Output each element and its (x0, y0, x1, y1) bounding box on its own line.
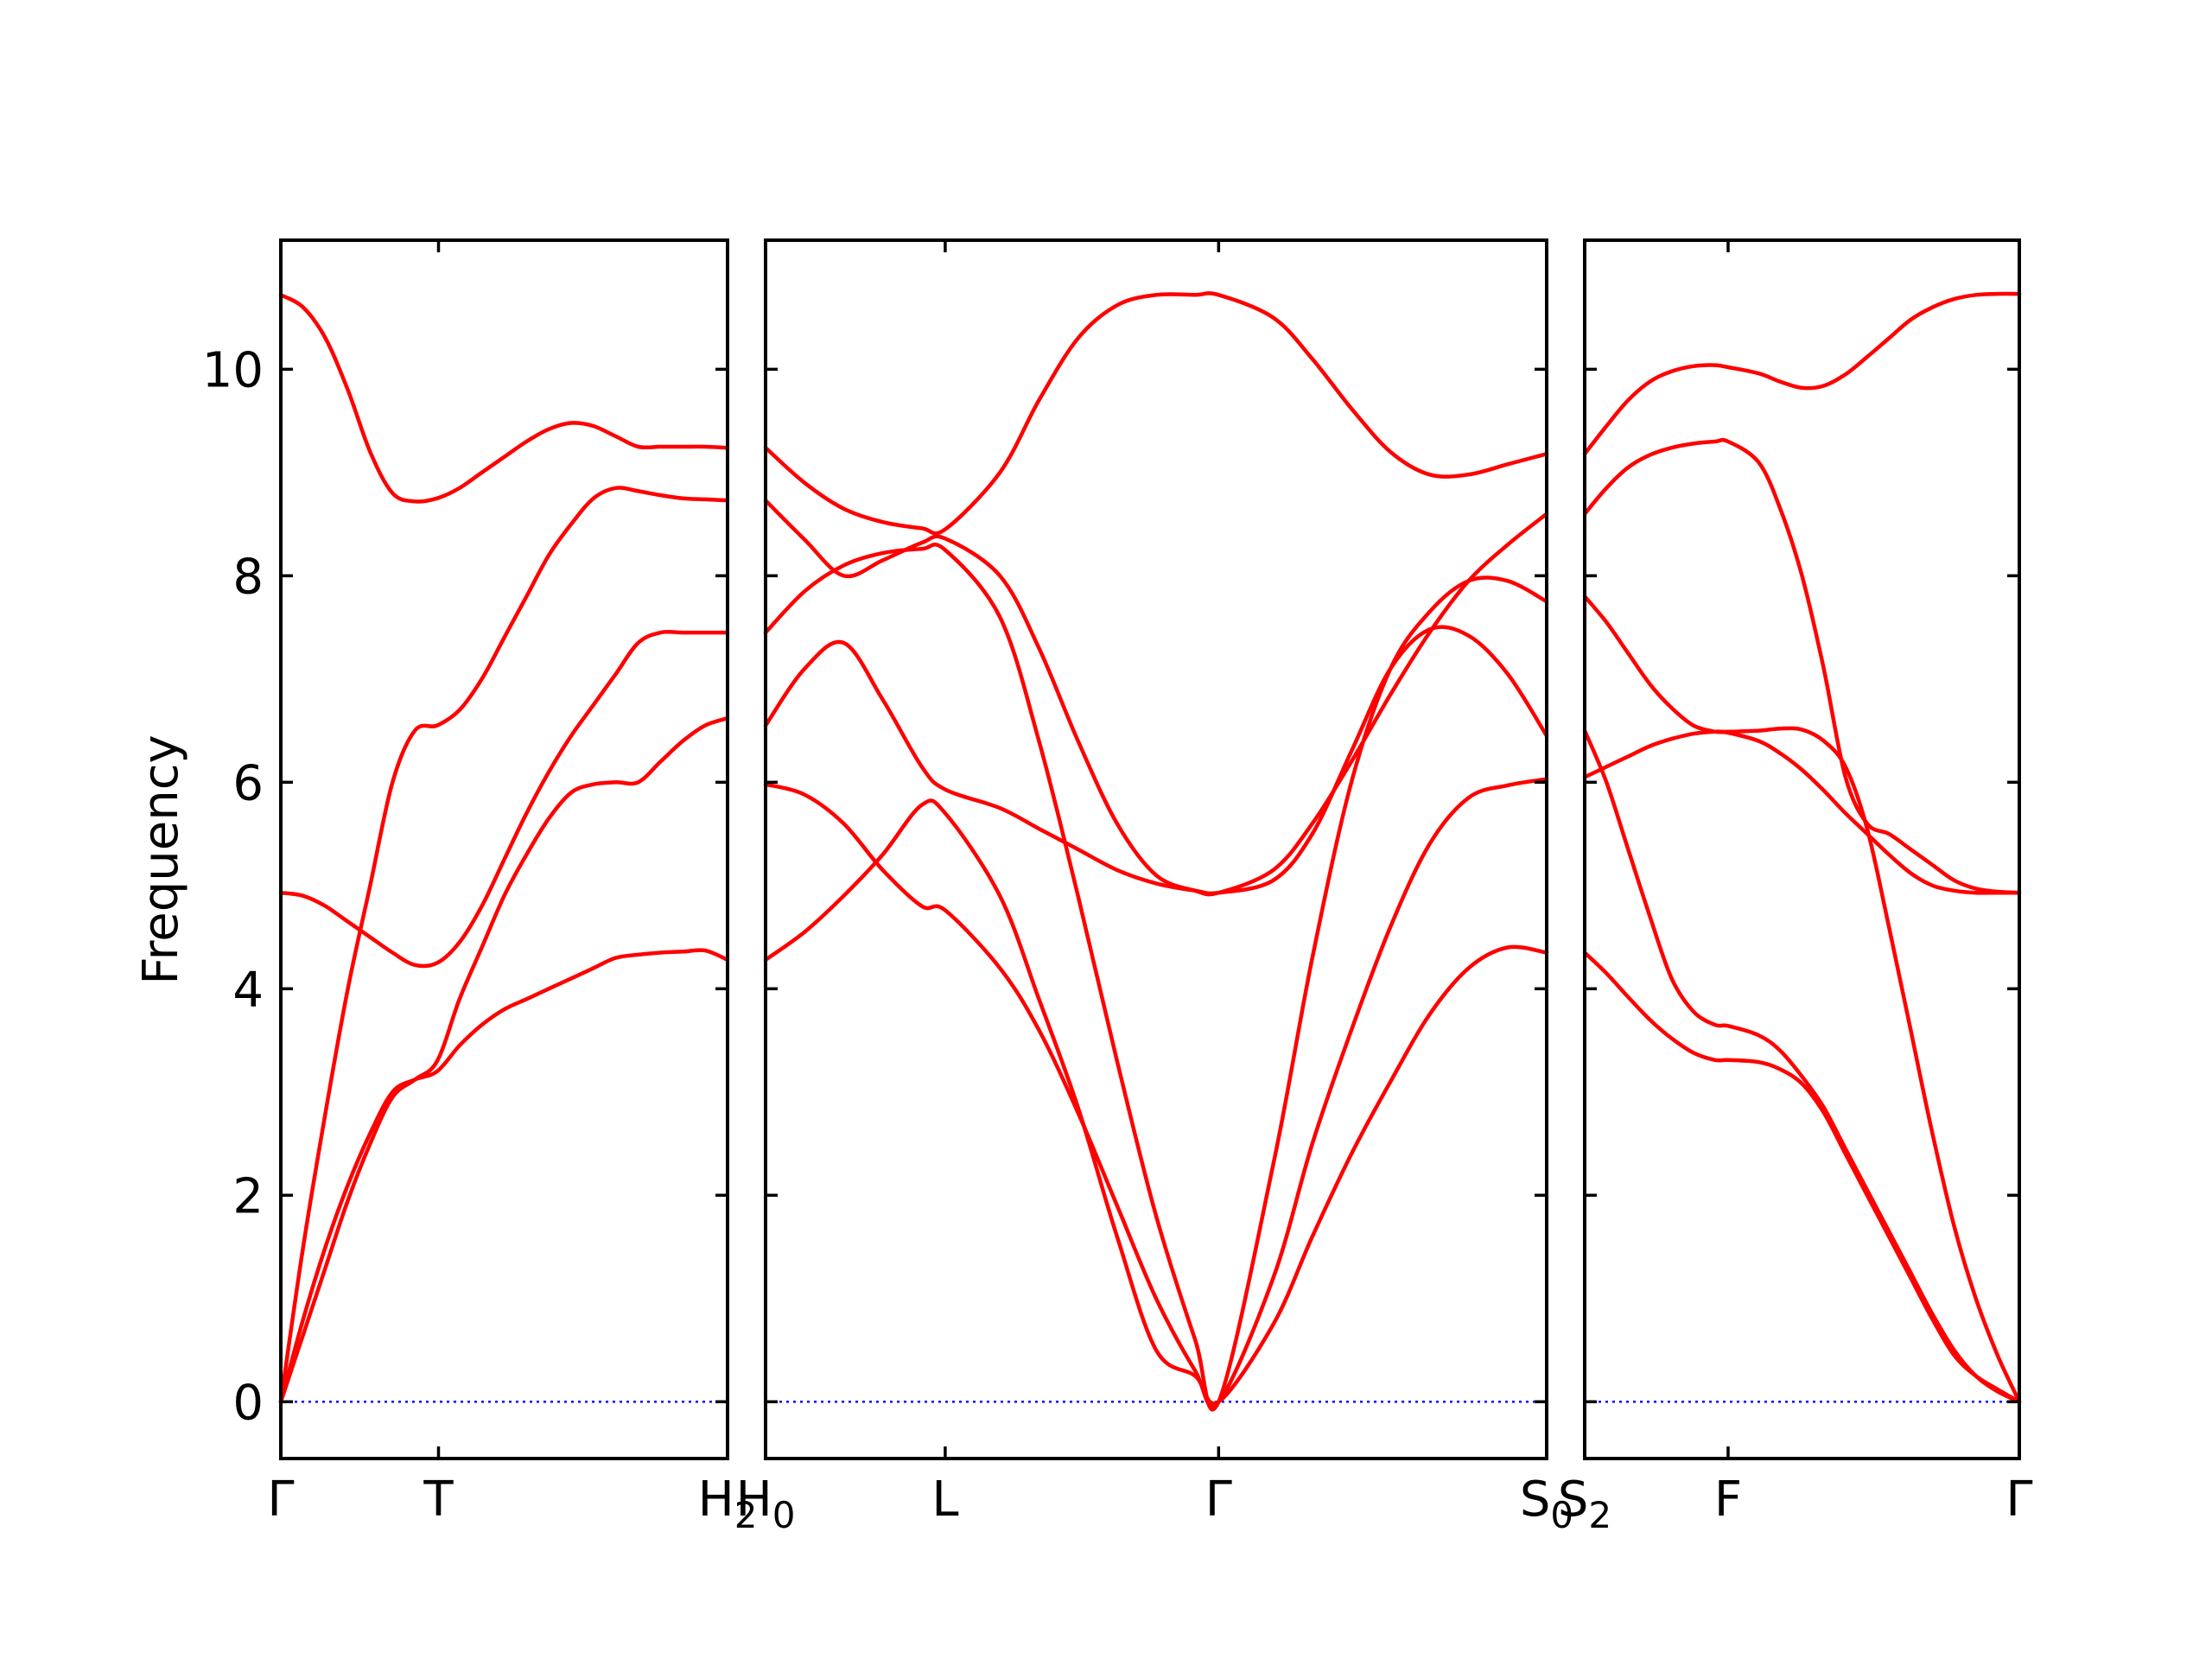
x-tick-label: S0 (1520, 1471, 1573, 1536)
x-tick-label: H0 (736, 1471, 796, 1536)
x-tick-label: S2 (1558, 1471, 1611, 1536)
band-line-5 (1582, 437, 2022, 895)
band-line-2 (1582, 728, 2022, 1404)
panel-frame (764, 238, 1548, 1460)
y-tick-label: 6 (232, 755, 264, 811)
x-tick-label: F (1714, 1471, 1742, 1528)
band-line-4 (763, 542, 1549, 1412)
y-axis-label: Frequency (133, 734, 189, 984)
x-tick-label: H2 (698, 1471, 758, 1536)
x-tick-label: Γ (267, 1471, 294, 1528)
band-line-3 (763, 625, 1549, 896)
y-tick-label: 2 (232, 1168, 264, 1224)
band-line-6 (763, 291, 1549, 536)
panel-3: S2 F Γ (1558, 238, 2033, 1536)
x-tick-label: Γ (2005, 1471, 2032, 1528)
y-tick-label: 8 (232, 549, 264, 605)
panel-frame (279, 238, 729, 1460)
panel-2: H0 L Γ S0 (736, 238, 1573, 1536)
y-tick-label: 0 (232, 1375, 264, 1431)
y-tick-label: 10 (202, 342, 264, 398)
band-line-6 (1582, 291, 2022, 456)
y-tick-label: 4 (232, 962, 264, 1018)
x-tick-label: T (423, 1471, 454, 1528)
band-line-2 (763, 777, 1549, 1408)
band-line-1 (278, 948, 730, 1404)
band-line-5 (278, 293, 730, 504)
band-line-1 (763, 798, 1549, 1406)
panel-frame (1583, 238, 2021, 1460)
band-line-5 (763, 498, 1549, 897)
x-tick-label: L (931, 1471, 958, 1528)
band-line-2 (278, 486, 730, 1404)
x-tick-label: Γ (1205, 1471, 1232, 1528)
band-line-3 (1582, 726, 2022, 1404)
band-line-4 (1582, 594, 2022, 895)
band-line-4 (278, 715, 730, 1404)
band-line-1 (1582, 950, 2022, 1404)
panel-1: 0 2 4 6 8 10 Γ T H2 (202, 238, 758, 1536)
band-line-3 (278, 629, 730, 969)
